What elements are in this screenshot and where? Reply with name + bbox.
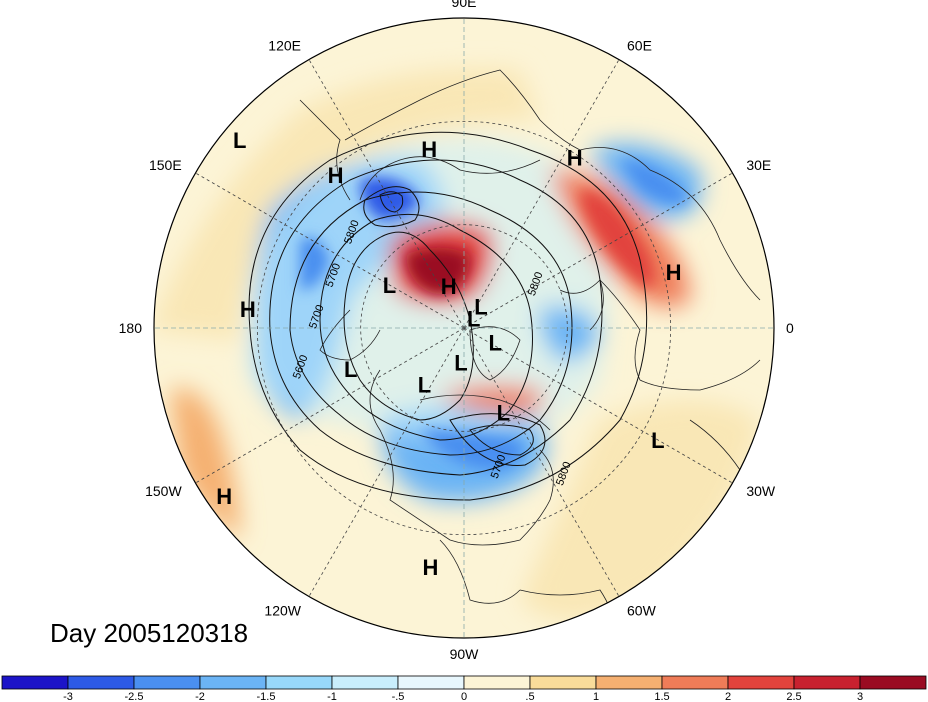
colorbar-swatch [133, 675, 201, 690]
colorbar-tick-label: -1.5 [257, 691, 276, 702]
colorbar-swatch [595, 675, 663, 690]
longitude-label: 90W [450, 646, 480, 662]
longitude-label: 60E [627, 38, 652, 54]
latitude-circle [256, 120, 672, 536]
high-pressure-marker: H [421, 137, 437, 162]
longitude-label: 0 [786, 320, 794, 336]
colorbar-tick-label: -2.5 [125, 691, 144, 702]
longitude-label: 120E [268, 38, 301, 54]
colorbar-tick-label: -1 [327, 691, 337, 702]
high-pressure-marker: H [666, 260, 682, 285]
contour-5800 [248, 131, 648, 501]
colorbar-tick-label: -.5 [392, 691, 405, 702]
colorbar-tick-label: 1.5 [654, 691, 669, 702]
colorbar-swatch [397, 675, 465, 690]
colorbar-tick-label: -2 [195, 691, 205, 702]
colorbar-tick-label: 2 [725, 691, 731, 702]
low-pressure-marker: L [497, 400, 510, 425]
map-boundary [153, 17, 775, 639]
low-pressure-marker: L [233, 128, 246, 153]
colorbar: -3 -2.5 -2 -1.5 -1 -.5 0 .5 1 1.5 2 2.5 3 [1, 675, 927, 702]
colorbar-swatch [529, 675, 597, 690]
contour-5500-b [449, 413, 546, 466]
colorbar-tick-label: .5 [525, 691, 534, 702]
contour-5600 [289, 191, 573, 456]
contour-5500 [319, 213, 533, 441]
date-label: Day 2005120318 [50, 618, 249, 648]
contour-5400-b [469, 424, 534, 456]
low-pressure-marker: L [467, 306, 480, 331]
height-contours [248, 131, 648, 501]
high-pressure-marker: H [567, 146, 583, 171]
colorbar-tick-label: 3 [857, 691, 863, 702]
colorbar-tick-label: -3 [63, 691, 73, 702]
colorbar-swatch [331, 675, 399, 690]
longitude-label: 120W [264, 602, 301, 618]
meridian-line [463, 327, 620, 597]
low-pressure-marker: L [344, 357, 357, 382]
contour-5200 [379, 191, 404, 213]
colorbar-swatch [67, 675, 135, 690]
low-pressure-marker: L [651, 428, 664, 453]
longitude-label: 150E [149, 157, 182, 173]
colorbar-tick-label: 2.5 [786, 691, 801, 702]
colorbar-swatch [793, 675, 861, 690]
graticule [154, 18, 774, 638]
colorbar-tick-label: 1 [593, 691, 599, 702]
high-pressure-marker: H [328, 163, 344, 188]
coastlines [299, 69, 761, 638]
low-pressure-marker: L [488, 331, 501, 356]
colorbar-swatch [727, 675, 795, 690]
colorbar-swatch [859, 675, 927, 690]
contour-5700 [269, 159, 603, 476]
high-pressure-marker: H [422, 555, 438, 580]
low-pressure-marker: L [383, 273, 396, 298]
high-pressure-marker: H [216, 484, 232, 509]
latitude-circle [360, 224, 568, 432]
colorbar-tick-label: 0 [461, 691, 467, 702]
meridian-line [308, 59, 465, 329]
meridian-line [195, 172, 465, 329]
colorbar-swatch [265, 675, 333, 690]
colorbar-swatch [1, 675, 69, 690]
longitude-label: 30E [746, 157, 771, 173]
meridian-line [308, 327, 465, 597]
colorbar-swatch [661, 675, 729, 690]
meridian-line [463, 172, 733, 329]
meridian-line [463, 59, 620, 329]
colorbar-swatch [199, 675, 267, 690]
high-pressure-marker: H [441, 274, 457, 299]
longitude-label: 150W [145, 483, 182, 499]
low-pressure-marker: L [418, 372, 431, 397]
colorbar-swatch [463, 675, 531, 690]
low-pressure-marker: L [474, 294, 487, 319]
longitude-label: 60W [627, 602, 657, 618]
low-pressure-marker: L [454, 350, 467, 375]
longitude-label: 30W [746, 483, 776, 499]
longitude-label: 90E [452, 0, 477, 10]
longitude-label: 180 [119, 320, 143, 336]
meridian-line [463, 327, 733, 484]
longitude-labels: 90E 60E 30E 0 30W 60W 90W 120W 150W 180 150E 120E [119, 0, 794, 662]
high-pressure-marker: H [240, 297, 256, 322]
contour-5300 [363, 186, 420, 228]
meridian-line [195, 327, 465, 484]
contour-5400 [343, 231, 474, 421]
